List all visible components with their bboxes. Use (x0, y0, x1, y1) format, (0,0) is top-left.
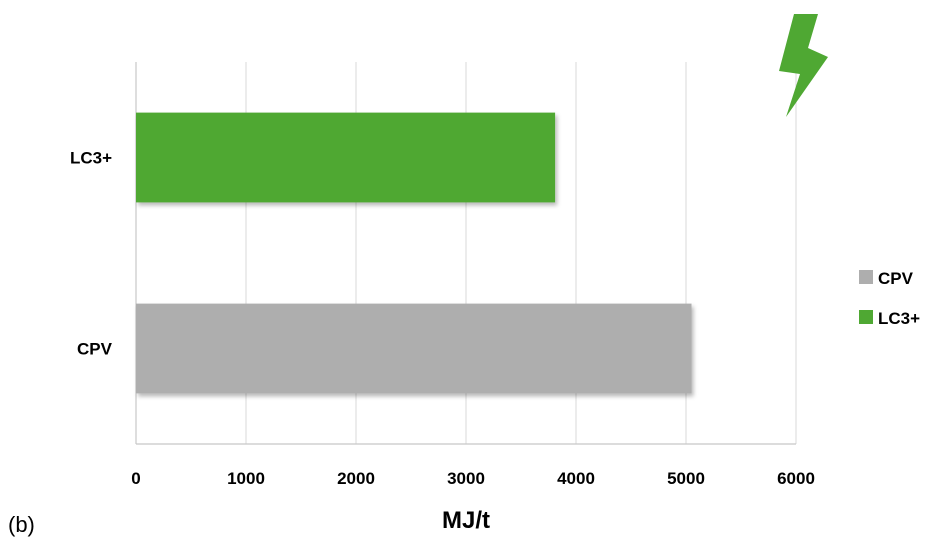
x-tick-label: 0 (131, 469, 140, 488)
legend: CPV LC3+ (859, 269, 920, 328)
legend-swatch (859, 310, 873, 324)
x-tick-label: 3000 (447, 469, 485, 488)
x-tick-label: 6000 (777, 469, 815, 488)
legend-label: LC3+ (878, 309, 920, 328)
x-tick-label: 4000 (557, 469, 595, 488)
x-axis-label: MJ/t (442, 507, 490, 534)
x-tick-label: 2000 (337, 469, 375, 488)
x-tick-label: 5000 (667, 469, 705, 488)
bar-lc3- (136, 112, 556, 203)
x-tick-labels: 0 1000 2000 3000 4000 5000 6000 (131, 469, 815, 488)
bars (136, 112, 692, 394)
legend-label: CPV (878, 269, 914, 288)
category-labels: CPV LC3+ (70, 149, 113, 359)
category-label: CPV (77, 340, 113, 359)
lightning-bolt-icon (779, 14, 828, 117)
bar-cpv (136, 303, 692, 394)
legend-swatch (859, 270, 873, 284)
category-label: LC3+ (70, 149, 112, 168)
panel-label: (b) (8, 512, 35, 537)
x-tick-label: 1000 (227, 469, 265, 488)
